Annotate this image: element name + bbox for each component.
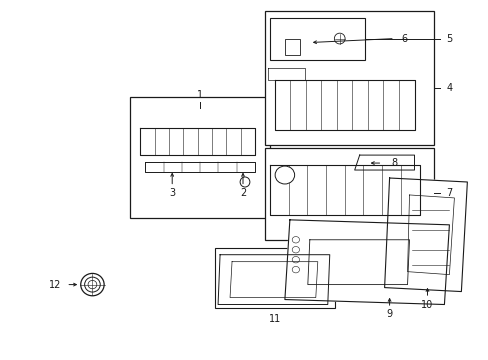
Text: 6: 6 [401, 33, 407, 44]
Text: 7: 7 [446, 188, 451, 198]
Text: 8: 8 [391, 158, 397, 168]
Bar [215, 248, 334, 307]
Text: 2: 2 [240, 188, 245, 198]
Text: 1: 1 [197, 90, 203, 100]
Polygon shape [307, 240, 408, 285]
Polygon shape [285, 220, 448, 305]
Polygon shape [384, 178, 467, 292]
Ellipse shape [292, 237, 299, 243]
Text: 4: 4 [446, 84, 451, 93]
Polygon shape [218, 255, 329, 305]
Bar [269, 18, 364, 60]
Text: 12: 12 [49, 280, 61, 289]
Polygon shape [140, 128, 254, 155]
Ellipse shape [275, 166, 294, 184]
Polygon shape [145, 162, 254, 172]
Polygon shape [267, 68, 304, 80]
Ellipse shape [334, 33, 345, 44]
Polygon shape [354, 155, 414, 170]
Ellipse shape [240, 177, 249, 187]
Bar [130, 97, 269, 218]
Bar [285, 39, 299, 55]
Polygon shape [269, 165, 419, 215]
Bar [264, 11, 433, 145]
Ellipse shape [88, 280, 97, 289]
Ellipse shape [81, 273, 104, 296]
Text: 3: 3 [169, 188, 175, 198]
Bar [264, 148, 433, 240]
Text: 9: 9 [386, 310, 392, 319]
Text: 10: 10 [421, 300, 433, 310]
Text: 5: 5 [446, 33, 451, 44]
Ellipse shape [292, 256, 299, 263]
Ellipse shape [84, 277, 100, 292]
Text: 11: 11 [268, 314, 281, 324]
Ellipse shape [292, 247, 299, 253]
Ellipse shape [292, 266, 299, 273]
Polygon shape [274, 80, 414, 130]
